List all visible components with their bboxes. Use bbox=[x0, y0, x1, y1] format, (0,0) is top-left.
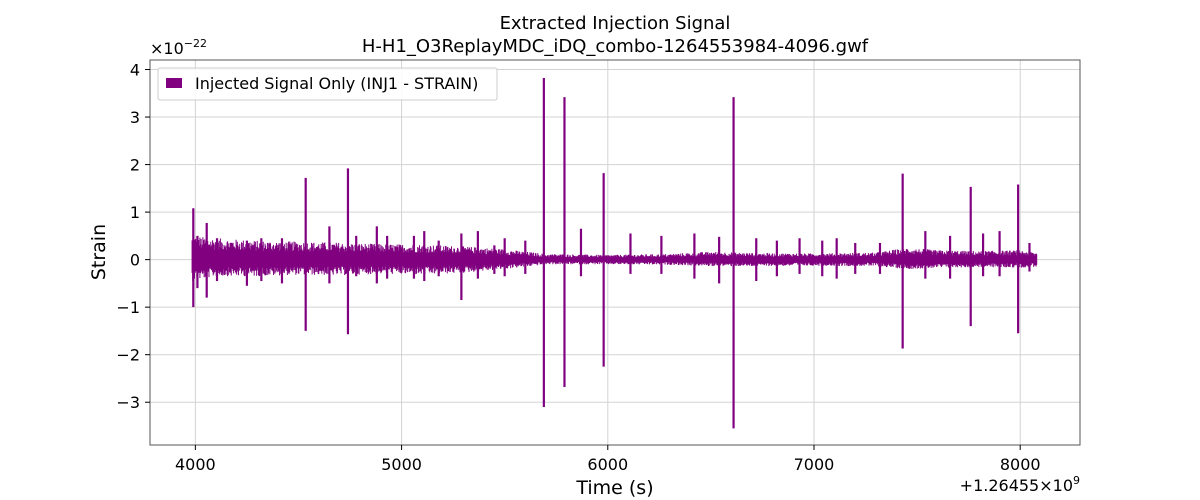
y-tick-label: 2 bbox=[130, 156, 140, 175]
x-offset-label: +1.26455×109 bbox=[960, 474, 1080, 495]
x-tick-label: 6000 bbox=[587, 455, 628, 474]
y-tick-label: 4 bbox=[130, 61, 140, 80]
plot-area bbox=[191, 78, 1038, 429]
x-tick-label: 8000 bbox=[1000, 455, 1041, 474]
y-tick-label: 0 bbox=[130, 251, 140, 270]
y-scale-label: ×10−22 bbox=[150, 37, 207, 58]
y-axis-ticks: −3 −2 −1 0 1 2 3 4 bbox=[116, 61, 150, 412]
chart-title: Extracted Injection Signal bbox=[500, 13, 731, 34]
y-tick-label: −1 bbox=[116, 298, 140, 317]
x-axis-ticks: 4000 5000 6000 7000 8000 bbox=[175, 445, 1041, 474]
x-tick-label: 4000 bbox=[175, 455, 216, 474]
y-tick-label: −2 bbox=[116, 346, 140, 365]
y-tick-label: 1 bbox=[130, 203, 140, 222]
x-tick-label: 7000 bbox=[794, 455, 835, 474]
legend-box bbox=[157, 67, 498, 101]
legend-label: Injected Signal Only (INJ1 - STRAIN) bbox=[195, 74, 478, 93]
y-tick-label: −3 bbox=[116, 393, 140, 412]
legend-swatch bbox=[166, 78, 182, 88]
y-tick-label: 3 bbox=[130, 108, 140, 127]
x-axis-label: Time (s) bbox=[575, 477, 653, 499]
y-axis-label: Strain bbox=[88, 224, 110, 280]
x-tick-label: 5000 bbox=[381, 455, 422, 474]
chart-subtitle: H-H1_O3ReplayMDC_iDQ_combo-1264553984-40… bbox=[362, 36, 869, 57]
legend: Injected Signal Only (INJ1 - STRAIN) bbox=[157, 67, 498, 101]
axes-frame bbox=[149, 59, 1081, 446]
